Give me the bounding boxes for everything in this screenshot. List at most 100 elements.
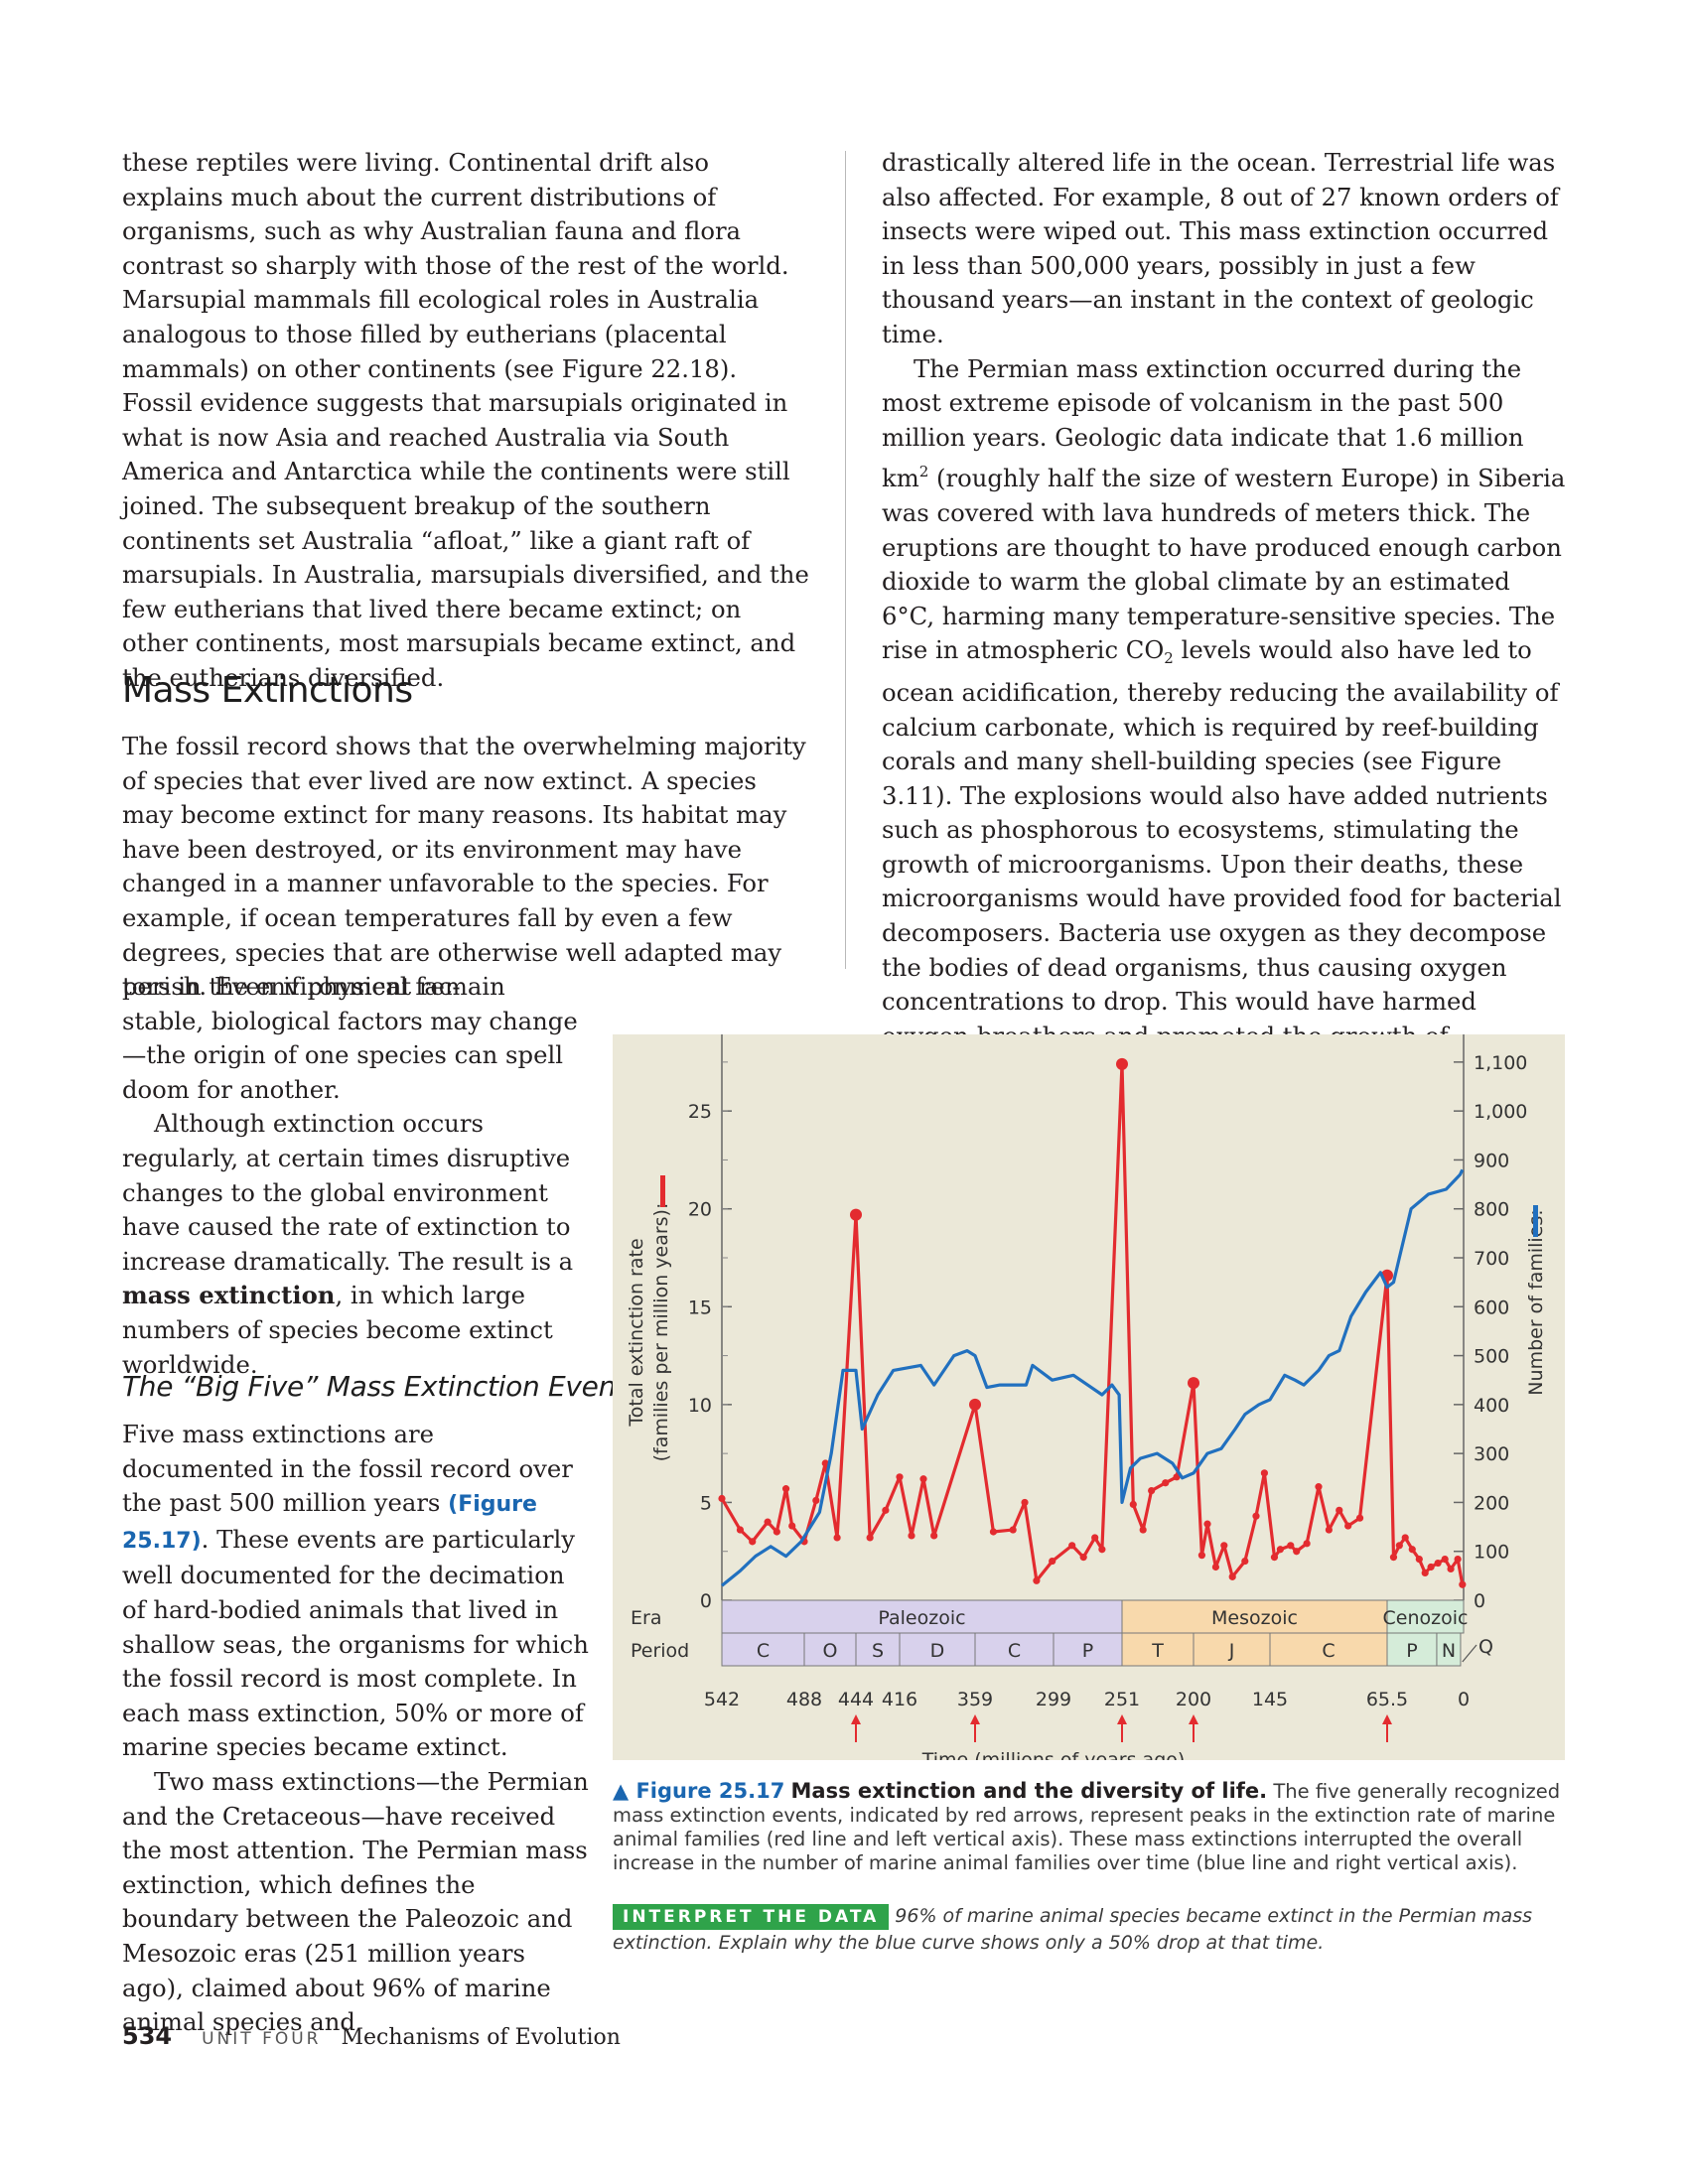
extinction-rate-point: [1091, 1534, 1099, 1542]
interpret-tag: INTERPRET THE DATA: [613, 1904, 890, 1930]
paragraph-two-mass-extinctions: Two mass extinctions—the Permian and the…: [122, 1766, 589, 2037]
extinction-rate-point: [1116, 1057, 1128, 1070]
paragraph-fossil-record-continued: tors in the environment remain stable, b…: [122, 972, 578, 1104]
y-left-label-line2: (families per million years):: [650, 1203, 672, 1462]
extinction-arrow-head: [1189, 1714, 1198, 1724]
extinction-rate-point: [1197, 1552, 1205, 1560]
extinction-rate-point: [882, 1506, 890, 1514]
extinction-text-a: Although extinction occurs regularly, at…: [122, 1109, 574, 1276]
figure-reference-link[interactable]: (Figure 25.17): [122, 1492, 537, 1554]
page-number: 534: [122, 2022, 173, 2050]
extinction-rate-point: [1454, 1556, 1462, 1564]
interpret-the-data: INTERPRET THE DATA 96% of marine animal s…: [613, 1903, 1571, 1957]
x-tick-label: 65.5: [1366, 1689, 1408, 1710]
era-label: Mesozoic: [1211, 1607, 1298, 1629]
extinction-rate-point: [1355, 1514, 1364, 1522]
extinction-rate-point: [773, 1528, 780, 1536]
extinction-rate-point: [718, 1494, 726, 1503]
subscript-2: 2: [1164, 649, 1174, 668]
x-tick-label: 200: [1176, 1689, 1211, 1710]
q-leader-line: [1462, 1644, 1477, 1663]
mass-extinction-chart: 0 5 10 15 20 25 0 100 200 300 400 500 600 700 800 900 1,…: [626, 1034, 1547, 1760]
left-column-mass-paragraph: The fossil record shows that the overwhe…: [122, 730, 810, 1005]
right-tick-label: 100: [1474, 1542, 1509, 1564]
left-column-bottom: Five mass extinctions are documented in …: [122, 1418, 589, 2040]
right-tick-label: 400: [1474, 1395, 1509, 1417]
period-label: C: [1008, 1640, 1021, 1662]
figure-caption-text: The five generally recognized mass extin…: [613, 1780, 1561, 1874]
figure-panel: 0 5 10 15 20 25 0 100 200 300 400 500 600 700 800 900 1,…: [613, 1034, 1565, 1760]
right-tick-label: 700: [1474, 1248, 1509, 1270]
left-column-narrow: tors in the environment remain stable, b…: [122, 970, 589, 1382]
y-left-legend-swatch: [660, 1175, 665, 1207]
period-label: P: [1406, 1640, 1417, 1662]
extinction-rate-point: [1211, 1563, 1219, 1571]
extinction-rate-point: [1427, 1563, 1435, 1571]
extinction-rate-point: [1139, 1526, 1147, 1534]
paragraph-extinction-regularly: Although extinction occurs regularly, at…: [122, 1107, 589, 1382]
era-label: Cenozoic: [1383, 1607, 1469, 1629]
extinction-rate-point: [1441, 1556, 1449, 1564]
left-column-top: these reptiles were living. Continental …: [122, 146, 810, 696]
extinction-rate-point: [1389, 1554, 1398, 1562]
extinction-rate-point: [919, 1475, 927, 1483]
right-tick-label: 800: [1474, 1199, 1509, 1221]
left-tick-label: 20: [688, 1199, 712, 1221]
left-tick-label: 15: [688, 1297, 712, 1318]
right-tick-label: 200: [1474, 1492, 1509, 1514]
extinction-rate-point: [1325, 1526, 1333, 1534]
permian-text-b: (roughly half the size of western Europe…: [882, 464, 1566, 665]
right-tick-label: 1,000: [1474, 1101, 1527, 1123]
column-divider: [845, 151, 846, 969]
period-band: [1386, 1632, 1438, 1667]
extinction-rate-point: [1220, 1542, 1228, 1550]
extinction-arrow-head: [970, 1714, 980, 1724]
extinction-arrow-head: [1382, 1714, 1392, 1724]
x-tick-label: 145: [1252, 1689, 1288, 1710]
period-label: T: [1151, 1640, 1164, 1662]
extinction-rate-point: [1287, 1542, 1295, 1550]
extinction-rate-point: [781, 1485, 790, 1493]
x-tick-label: 444: [838, 1689, 874, 1710]
right-tick-label: 500: [1474, 1346, 1509, 1368]
extinction-rate-point: [1049, 1557, 1056, 1566]
period-band: [1121, 1632, 1195, 1667]
page-footer: 534 UNIT FOUR Mechanisms of Evolution: [122, 2022, 621, 2050]
subsection-heading-big-five: The “Big Five” Mass Extinction Events: [122, 1370, 641, 1403]
x-tick-label: 542: [704, 1689, 740, 1710]
period-band: [1269, 1632, 1388, 1667]
extinction-rate-point: [1401, 1534, 1409, 1542]
extinction-rate-point: [1315, 1483, 1323, 1491]
bigfive-text-a: Five mass extinctions are documented in …: [122, 1420, 573, 1518]
x-tick-label: 359: [957, 1689, 993, 1710]
right-tick-label: 300: [1474, 1443, 1509, 1465]
extinction-text-b: , in which large numbers of species beco…: [122, 1281, 553, 1379]
period-label: J: [1228, 1640, 1235, 1662]
x-tick-label: 488: [786, 1689, 822, 1710]
extinction-rate-point: [1459, 1580, 1467, 1588]
extinction-rate-point: [1148, 1487, 1156, 1495]
period-band: [721, 1632, 805, 1667]
extinction-rate-point: [764, 1518, 772, 1526]
term-mass-extinction: mass extinction: [122, 1281, 336, 1310]
extinction-rate-point: [1344, 1522, 1352, 1530]
period-label: N: [1442, 1640, 1456, 1662]
unit-title: Mechanisms of Evolution: [341, 2025, 621, 2050]
figure-caption: ▲ Figure 25.17 Mass extinction and the d…: [613, 1779, 1571, 1875]
x-tick-label: 416: [882, 1689, 917, 1710]
period-label: D: [930, 1640, 945, 1662]
y-right-label: Number of families:: [1525, 1209, 1547, 1395]
extinction-rate-point: [1293, 1548, 1301, 1556]
extinction-rate-line: [720, 1062, 1465, 1585]
extinction-rate-point: [866, 1534, 874, 1542]
period-band: [1436, 1632, 1462, 1667]
era-label: Paleozoic: [878, 1607, 965, 1629]
period-label: O: [823, 1640, 838, 1662]
x-axis-label: Time (millions of years ago): [921, 1749, 1186, 1760]
permian-text-a: The Permian mass extinction occurred dur…: [882, 353, 1524, 493]
x-tick-label: 299: [1036, 1689, 1071, 1710]
extinction-rate-point: [896, 1473, 904, 1481]
left-tick-label: 0: [700, 1590, 712, 1612]
period-band: [1053, 1632, 1123, 1667]
extinction-arrow-head: [851, 1714, 861, 1724]
